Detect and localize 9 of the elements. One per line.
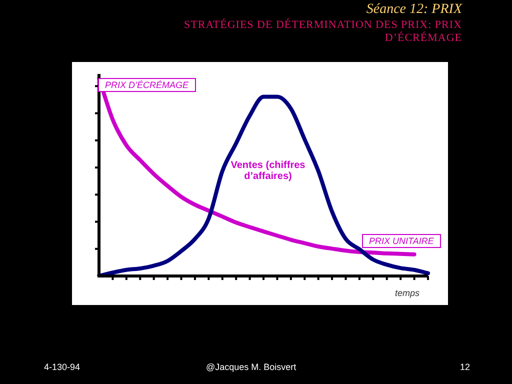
annotation: PRIX UNITAIRE xyxy=(362,234,441,248)
annotation: Ventes (chiffres d’affaires) xyxy=(230,160,306,182)
x-axis-title: temps xyxy=(395,288,420,298)
text: @Jacques M. Boisvert xyxy=(206,362,296,372)
text: 4-130-94 xyxy=(44,362,80,372)
chart-subtitle: STRATÉGIES DE DÉTERMINATION DES PRIX: PRIX D’ÉCRÉMAGE xyxy=(183,19,462,45)
chart-title: Séance 12: PRIX xyxy=(366,2,462,18)
text: 12 xyxy=(460,362,470,372)
annotation: PRIX D’ÉCRÉMAGE xyxy=(98,78,196,92)
